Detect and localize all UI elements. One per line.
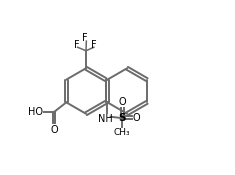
Text: F: F xyxy=(74,40,79,50)
Text: HO: HO xyxy=(28,107,43,117)
Text: CH₃: CH₃ xyxy=(114,128,131,137)
Text: F: F xyxy=(91,40,97,50)
Text: F: F xyxy=(82,33,88,43)
Text: S: S xyxy=(118,113,126,123)
Text: O: O xyxy=(50,125,58,135)
Text: O: O xyxy=(118,97,126,107)
Text: O: O xyxy=(133,113,141,123)
Text: NH: NH xyxy=(98,114,113,124)
